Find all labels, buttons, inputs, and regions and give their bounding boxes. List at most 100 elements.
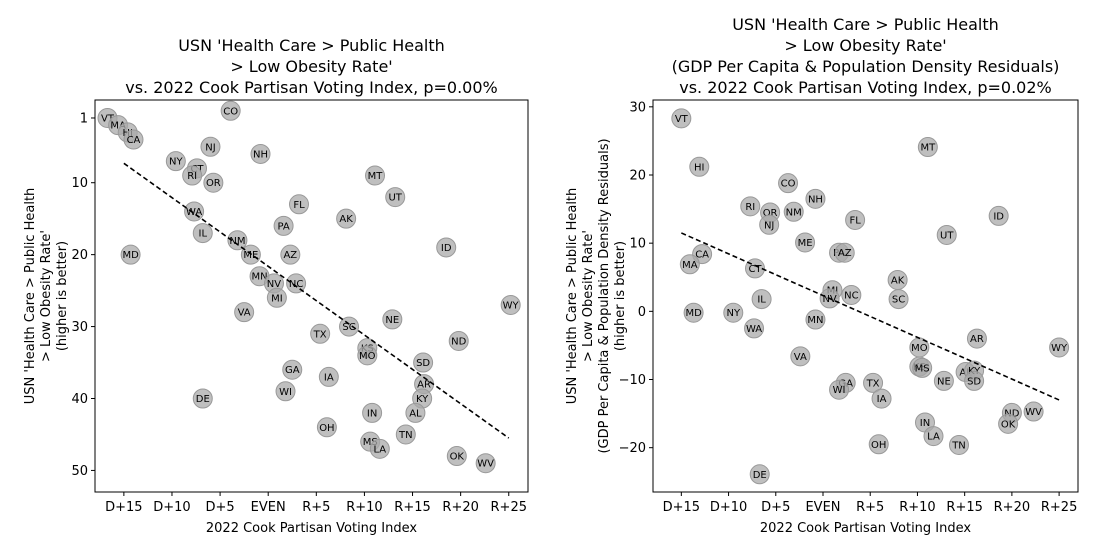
data-point — [1023, 401, 1044, 422]
data-point — [936, 224, 957, 245]
data-point — [220, 100, 241, 121]
data-point-label: NC — [844, 290, 858, 301]
data-point-label: CO — [781, 179, 796, 190]
data-point — [310, 323, 331, 344]
data-point-label: SC — [892, 295, 905, 306]
data-point-label: WY — [503, 300, 520, 311]
data-point — [182, 165, 203, 186]
data-point — [200, 136, 221, 157]
data-point-label: MO — [359, 351, 376, 362]
data-point — [288, 194, 309, 215]
data-point-label: MD — [685, 308, 702, 319]
data-point-label: ND — [1004, 408, 1019, 419]
data-point-label: WI — [833, 385, 846, 396]
data-point-label: MI — [271, 293, 283, 304]
data-point — [917, 137, 938, 158]
data-point — [395, 424, 416, 445]
data-point — [273, 215, 294, 236]
data-point — [280, 244, 301, 265]
data-point — [357, 345, 378, 366]
data-point-label: OH — [319, 423, 334, 434]
data-point — [868, 434, 889, 455]
data-point — [923, 426, 944, 447]
x-axis-label: 2022 Cook Partisan Voting Index — [206, 521, 418, 536]
x-tick-label: R+20 — [442, 500, 478, 515]
data-point — [250, 143, 271, 164]
x-axis-label: 2022 Cook Partisan Voting Index — [760, 521, 972, 536]
data-point-label: RI — [745, 202, 755, 213]
data-point-label: IN — [920, 418, 930, 429]
data-point — [689, 156, 710, 177]
data-point-label: WV — [477, 459, 494, 470]
data-point-label: FL — [849, 215, 861, 226]
y-tick-label: −20 — [619, 441, 646, 456]
x-tick-label: R+25 — [491, 500, 527, 515]
data-point — [805, 188, 826, 209]
data-point-label: PA — [277, 221, 289, 232]
data-point — [227, 230, 248, 251]
x-tick-label: R+15 — [394, 500, 430, 515]
data-point-label: MA — [682, 260, 698, 271]
data-point — [318, 366, 339, 387]
data-point-label: NH — [808, 194, 823, 205]
data-point-label: NV — [267, 279, 281, 290]
data-point — [192, 388, 213, 409]
data-point-label: MT — [368, 171, 384, 182]
data-point — [790, 346, 811, 367]
x-tick-label: R+5 — [302, 500, 330, 515]
data-point-label: OH — [871, 440, 886, 451]
data-point — [723, 302, 744, 323]
data-point-label: DE — [196, 394, 210, 405]
data-point — [203, 172, 224, 193]
chart-title-line: USN 'Health Care > Public Health — [178, 36, 445, 55]
data-point-label: WI — [279, 387, 292, 398]
y-tick-label: −10 — [619, 373, 646, 388]
y-tick-label: 10 — [629, 237, 646, 252]
y-tick-label: 0 — [638, 305, 646, 320]
data-point-label: VA — [794, 352, 807, 363]
data-point-label: AR — [970, 334, 984, 345]
data-point-label: MO — [911, 343, 928, 354]
y-tick-label: 1 — [80, 111, 88, 126]
data-point-label: MT — [920, 143, 936, 154]
data-point-label: CT — [748, 264, 762, 275]
data-point-label: NY — [726, 308, 740, 319]
data-point — [998, 413, 1019, 434]
data-point — [841, 284, 862, 305]
data-point-label: TX — [313, 329, 327, 340]
data-point-label: NY — [169, 157, 183, 168]
data-point — [369, 438, 390, 459]
chart-title-line: > Low Obesity Rate' — [230, 57, 392, 76]
data-point-label: IL — [757, 295, 766, 306]
data-point-label: OR — [206, 178, 221, 189]
data-point-label: OR — [763, 208, 778, 219]
x-tick-label: R+15 — [946, 500, 982, 515]
x-tick-label: R+5 — [856, 500, 884, 515]
data-point-label: MN — [251, 272, 267, 283]
data-point-label: VT — [101, 113, 115, 124]
data-point — [759, 214, 780, 235]
data-point-label: DE — [753, 470, 767, 481]
data-point-label: SC — [342, 322, 355, 333]
data-point-label: FL — [293, 200, 305, 211]
y-tick-label: 40 — [71, 392, 88, 407]
data-point — [744, 318, 765, 339]
data-point-label: IA — [877, 394, 887, 405]
y-tick-label: 50 — [71, 464, 88, 479]
data-point — [339, 316, 360, 337]
chart-title-line: > Low Obesity Rate' — [784, 36, 946, 55]
data-point — [988, 205, 1009, 226]
data-point-label: ME — [243, 250, 258, 261]
data-point-label: LA — [927, 432, 940, 443]
data-point — [365, 165, 386, 186]
data-point — [316, 417, 337, 438]
y-tick-label: 20 — [629, 168, 646, 183]
x-tick-label: D+15 — [663, 500, 700, 515]
data-point — [405, 402, 426, 423]
data-point — [845, 209, 866, 230]
data-point-label: UT — [940, 230, 954, 241]
trend-line — [681, 232, 1060, 401]
data-point — [829, 379, 850, 400]
plot-frame — [652, 99, 1079, 493]
chart-title-line: USN 'Health Care > Public Health — [732, 15, 999, 34]
